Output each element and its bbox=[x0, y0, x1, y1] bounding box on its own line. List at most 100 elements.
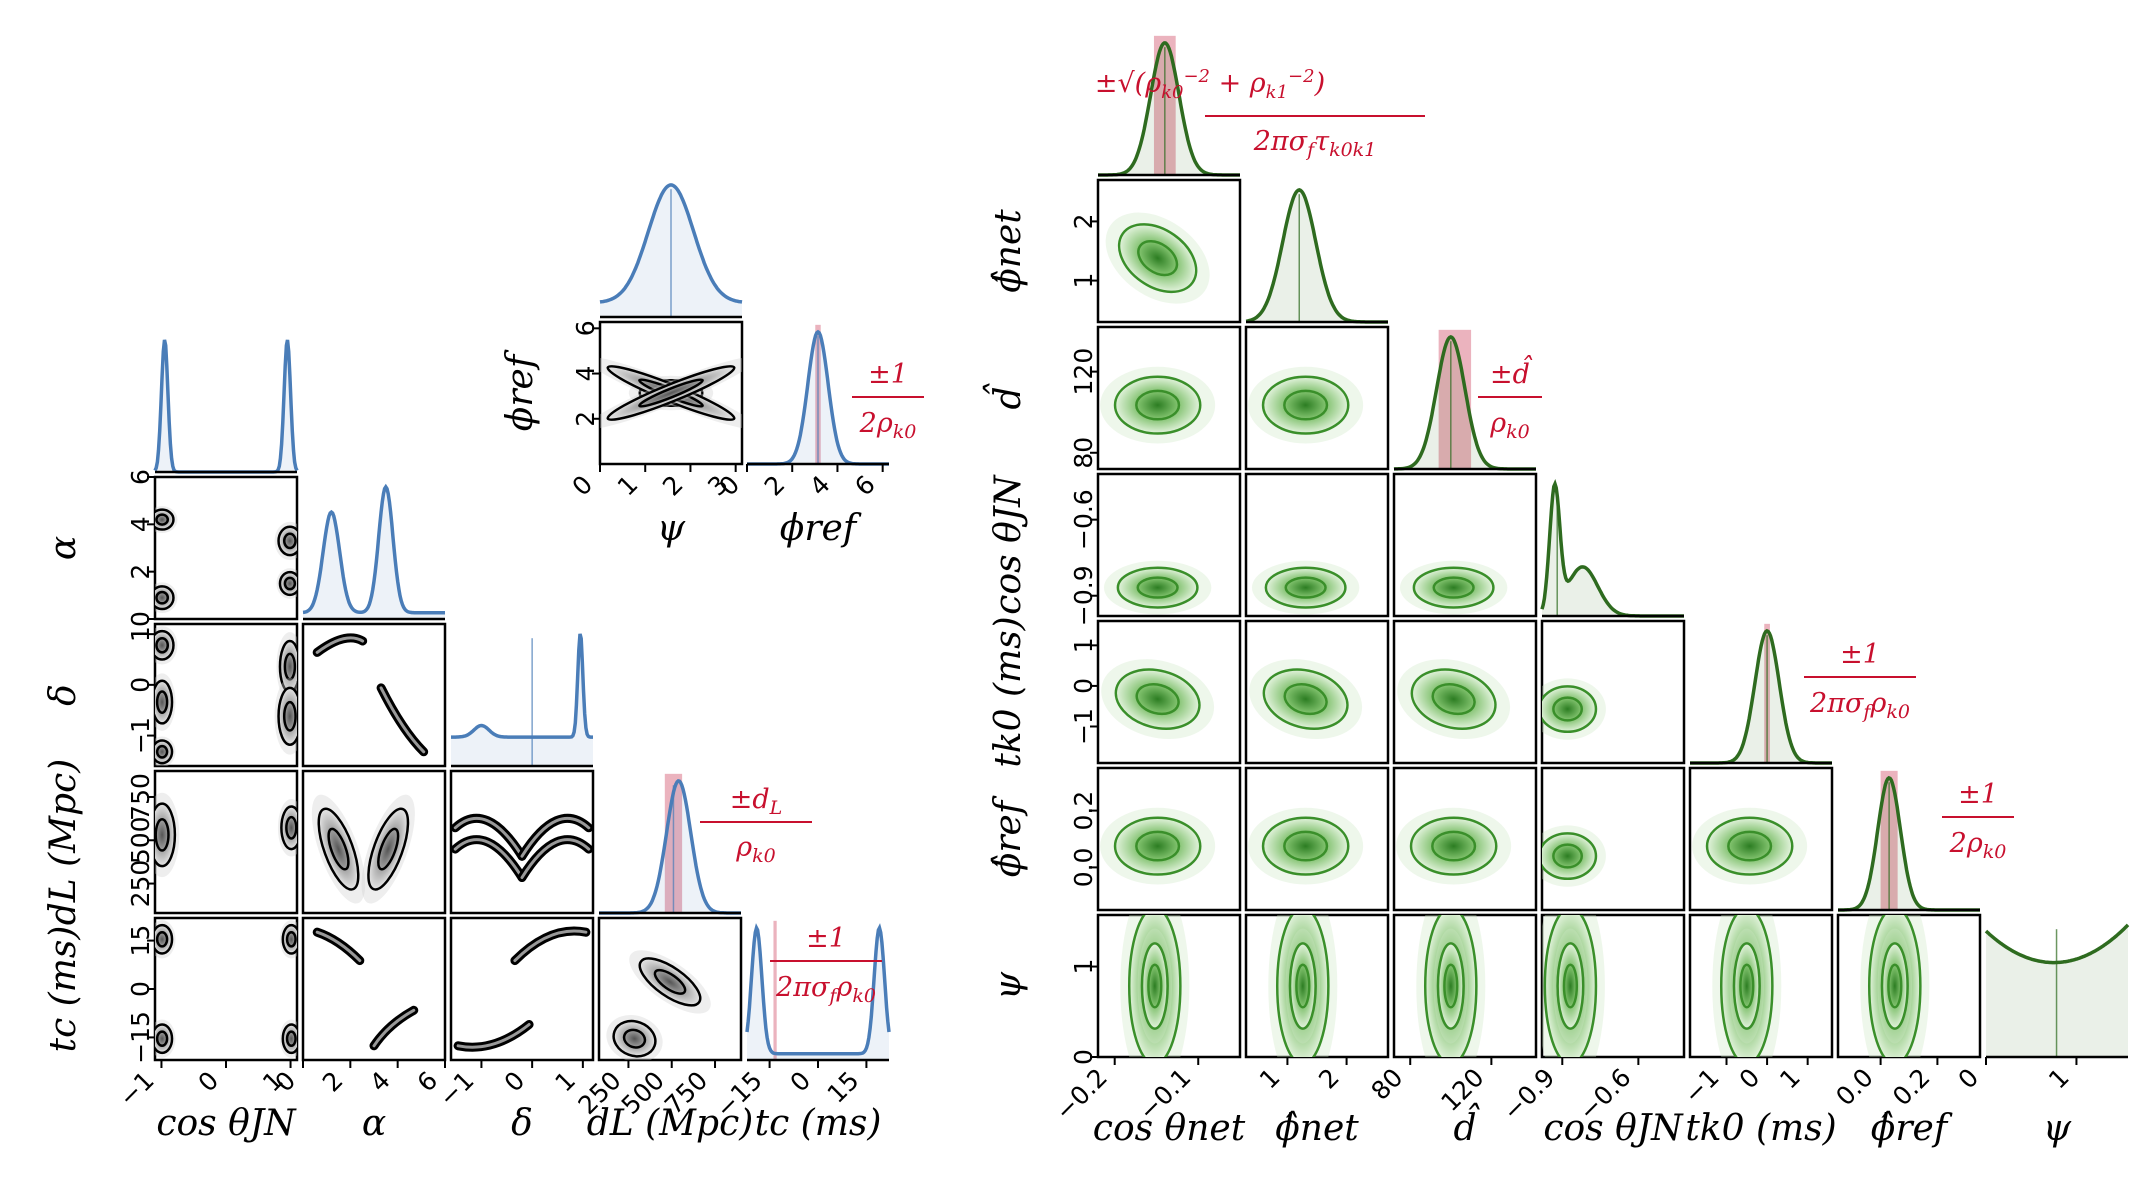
contour-outer-0 bbox=[1261, 816, 1350, 876]
y-tick-label: 6 bbox=[571, 320, 600, 336]
y-tick-label: 1 bbox=[126, 626, 155, 642]
cell-contents bbox=[1542, 915, 1605, 1057]
marginal-curve bbox=[745, 923, 891, 1056]
y-tick-label: 1 bbox=[1069, 637, 1098, 653]
x-axis-label-left: α bbox=[362, 1103, 386, 1144]
cell-right-6-5 bbox=[1836, 913, 1982, 1059]
contour-inner-1 bbox=[1887, 963, 1903, 1009]
contour-outer-0 bbox=[1542, 685, 1598, 734]
marginal-fill bbox=[1542, 483, 1684, 616]
arc-core-0 bbox=[315, 636, 365, 654]
contour-inner-4 bbox=[155, 744, 169, 759]
marginal-fill bbox=[303, 486, 445, 619]
svg-text:ρk0: ρk0 bbox=[735, 832, 775, 867]
contour-outer-0 bbox=[1409, 816, 1498, 876]
contour-inner-0 bbox=[1431, 683, 1476, 716]
annotation-costhetanet: ±√(ρk0−2 + ρk1−2) 2πσfτk0k1 bbox=[1095, 66, 1425, 161]
x-tick-label: 2 bbox=[759, 470, 791, 502]
cell-frame bbox=[449, 916, 595, 1062]
marginal-left- bbox=[451, 633, 593, 768]
arc-core-2 bbox=[453, 838, 524, 879]
y-axis-label-right: tk0 (ms) bbox=[988, 616, 1029, 767]
x-axis-label-left: δ bbox=[511, 1103, 533, 1144]
y-axis-label-right: ϕ̂ref bbox=[988, 795, 1029, 877]
cell-contents bbox=[1692, 807, 1808, 885]
marginal-curve bbox=[451, 633, 593, 739]
cell-right-6-4 bbox=[1688, 913, 1834, 1059]
svg-text:2πσfρk0: 2πσfρk0 bbox=[1809, 688, 1910, 723]
contour-inner-0 bbox=[1135, 683, 1180, 716]
cell-right-5-2 bbox=[1392, 766, 1538, 912]
x-tick-label: 1 bbox=[1254, 1063, 1286, 1095]
marginal-inset-psi bbox=[599, 183, 743, 319]
svg-text:2ρk0: 2ρk0 bbox=[1949, 828, 2007, 863]
x-tick-label: 4 bbox=[364, 1066, 396, 1098]
contour-inner-2 bbox=[638, 378, 704, 408]
y-tick-label: 1 bbox=[1069, 273, 1098, 289]
contour-outer-1 bbox=[1880, 942, 1909, 1030]
marginal-right-net bbox=[1245, 188, 1388, 324]
y-tick-label: −0.6 bbox=[1069, 489, 1098, 550]
contour-outer-0 bbox=[1116, 566, 1199, 609]
cell-contents bbox=[451, 813, 593, 882]
contour-outer-1 bbox=[612, 1019, 657, 1058]
x-axis-label-left: cos θJN bbox=[156, 1103, 297, 1144]
y-tick-label: −1 bbox=[126, 717, 155, 754]
cell-contents bbox=[1542, 825, 1606, 887]
y-tick-label: 120 bbox=[1069, 348, 1098, 396]
y-tick-label: 0.2 bbox=[1069, 791, 1098, 831]
cell-right-5-3 bbox=[1540, 766, 1686, 912]
contour-inner-3 bbox=[285, 1030, 297, 1048]
contour-outer-0 bbox=[1113, 816, 1202, 876]
cell-right-5-0 bbox=[1096, 766, 1242, 912]
y-tick-label: 80 bbox=[1069, 437, 1098, 469]
marginal-right-cos-jn bbox=[1540, 478, 1684, 618]
y-tick-label: 0 bbox=[126, 611, 155, 627]
cell-right-4-3 bbox=[1540, 619, 1686, 765]
annotation-phiref-inset: ±1 2ρk0 bbox=[852, 359, 924, 443]
y-tick-label: 2 bbox=[126, 564, 155, 580]
x-tick-label: 0 bbox=[1734, 1063, 1766, 1095]
y-tick-label: 250 bbox=[126, 860, 155, 908]
cell-contents bbox=[1103, 560, 1212, 615]
x-axis-label-left: dL (Mpc) bbox=[587, 1103, 754, 1144]
cell-right-6-1 bbox=[1244, 913, 1390, 1059]
cell-left-4-0 bbox=[153, 916, 299, 1062]
marginal-fill bbox=[1098, 42, 1240, 176]
cell-left-4-2 bbox=[449, 916, 595, 1062]
cell-frame bbox=[153, 475, 299, 621]
cell-contents bbox=[155, 626, 297, 766]
arc-core-1 bbox=[372, 1008, 416, 1048]
cell-left-2-0 bbox=[153, 622, 299, 768]
marginal-left- bbox=[302, 483, 445, 621]
marginal-left-cos-jn bbox=[153, 339, 299, 474]
annotations-layer: ±dL ρk0 ±1 2πσfρk0 ±1 2ρk0 ±√(ρk0−2 + ρk… bbox=[700, 66, 2014, 1007]
x-tick-label: 2 bbox=[1313, 1063, 1345, 1095]
marginal-inset-phiref bbox=[747, 324, 889, 466]
x-tick-label: 0 bbox=[192, 1066, 224, 1098]
marginal-fill bbox=[1838, 777, 1980, 910]
contour-outer-0 bbox=[638, 957, 702, 1007]
contour-inner-0 bbox=[155, 636, 170, 654]
cell-contents bbox=[1101, 659, 1215, 740]
y-axis-label-right: cos θJN bbox=[988, 474, 1029, 615]
y-tick-label: 4 bbox=[126, 516, 155, 532]
contour-inner-0 bbox=[1283, 830, 1329, 862]
contour-outer-0 bbox=[1264, 566, 1347, 609]
marginal-fill bbox=[451, 633, 593, 766]
y-axis-label-right: d̂ bbox=[983, 382, 1029, 409]
x-axis-label-right: cos θnet bbox=[1093, 1108, 1246, 1149]
y-tick-label: 6 bbox=[126, 469, 155, 485]
x-tick-label: 0.0 bbox=[1830, 1063, 1879, 1112]
y-tick-label: 750 bbox=[126, 773, 155, 821]
contour-outer-1 bbox=[1732, 942, 1761, 1030]
arc-core-0 bbox=[513, 929, 588, 963]
cell-right-3-0 bbox=[1096, 472, 1242, 618]
contour-inner-0 bbox=[1283, 389, 1329, 421]
x-tick-label: 6 bbox=[849, 470, 881, 502]
contour-outer-0 bbox=[1117, 223, 1198, 294]
contour-inner-0 bbox=[653, 968, 687, 995]
y-tick-label: −0.9 bbox=[1069, 565, 1098, 626]
y-tick-label: 0 bbox=[1069, 678, 1098, 694]
